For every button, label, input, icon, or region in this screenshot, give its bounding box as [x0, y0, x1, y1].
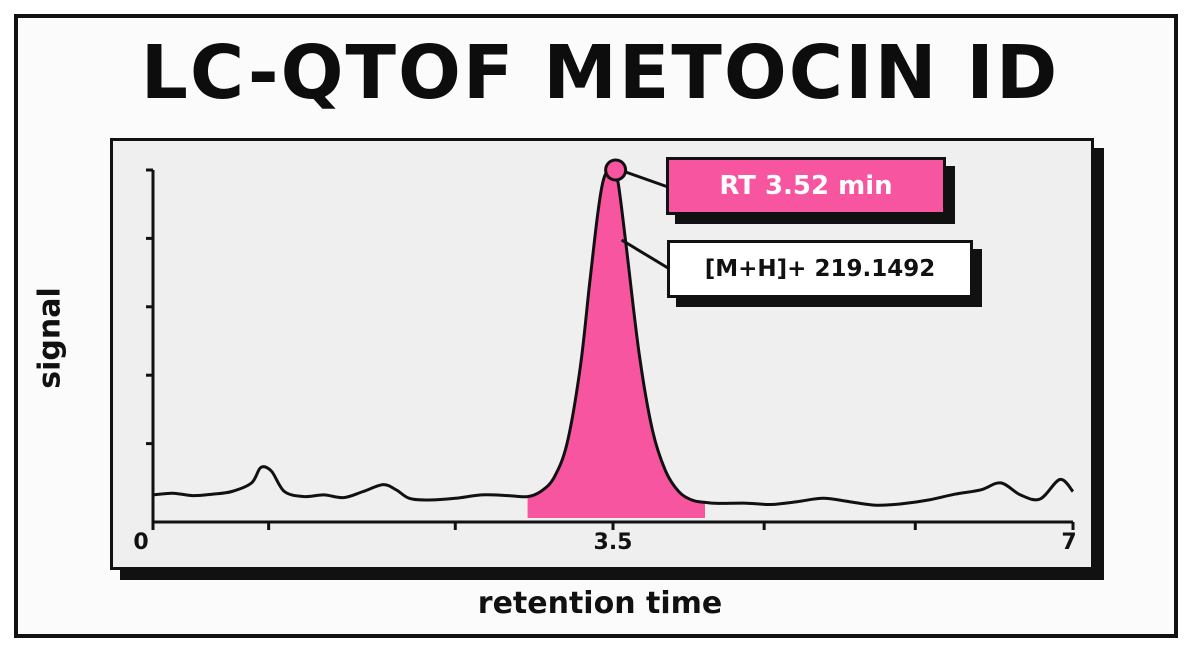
- peak-marker: [604, 158, 628, 182]
- retention-time-callout: RT 3.52 min: [666, 157, 946, 215]
- peak-fill: [527, 168, 705, 518]
- mass-callout: [M+H]+ 219.1492: [667, 240, 973, 298]
- page-title: LC-QTOF METOCIN ID: [140, 30, 1060, 116]
- signal-line: [152, 166, 1075, 507]
- mass-connector: [620, 238, 669, 270]
- rt-connector: [625, 170, 669, 189]
- x-tick-label: 0: [133, 530, 149, 555]
- x-tick-label: 7: [1061, 530, 1077, 555]
- x-tick-label: 3.5: [593, 530, 633, 555]
- x-axis-label: retention time: [477, 586, 723, 621]
